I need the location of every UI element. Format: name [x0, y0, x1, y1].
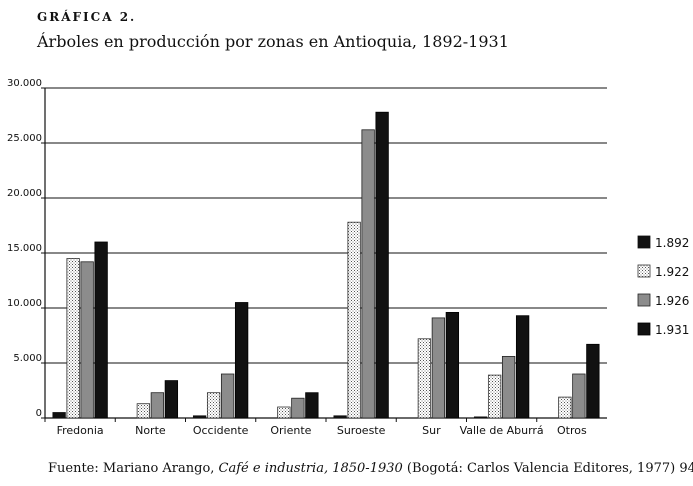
bar-1926-norte — [150, 392, 165, 419]
y-tick-label: 30.000 — [7, 78, 42, 89]
bar-1931-otros — [586, 343, 600, 419]
bar-1931-fredonia — [94, 241, 108, 419]
bar-1922-sur — [417, 338, 432, 419]
legend-swatch — [637, 264, 651, 278]
bar-1931-sur — [445, 311, 460, 419]
bar-1922-otros — [558, 396, 572, 419]
legend-label: 1.931 — [655, 323, 689, 337]
source-rest: (Bogotá: Carlos Valencia Editores, 1977)… — [402, 461, 693, 476]
bar-1892-occidente — [192, 415, 207, 419]
category-label: Valle de Aburrá — [460, 424, 544, 437]
legend-label: 1.922 — [655, 265, 689, 279]
category-labels: Fredonia Norte Occidente Oriente Suroeste Sur… — [57, 424, 587, 437]
bar-1922-norte — [136, 403, 151, 419]
y-tick-label: 5.000 — [13, 353, 42, 364]
bars — [52, 111, 600, 419]
legend-swatch — [637, 293, 651, 307]
legend: 1.892 1.922 1.926 1.931 — [637, 235, 689, 337]
y-tick-label: 25.000 — [7, 133, 42, 144]
bar-1922-fredonia — [66, 258, 80, 419]
category-label: Norte — [135, 424, 166, 437]
bar-1922-suroeste — [347, 221, 361, 419]
y-tick-label: 20.000 — [7, 188, 42, 199]
y-tick-label: 10.000 — [7, 298, 42, 309]
y-tick-label: 15.000 — [7, 243, 42, 254]
category-label: Sur — [422, 424, 441, 437]
legend-swatch — [637, 235, 651, 249]
chart-title: Árboles en producción por zonas en Antio… — [37, 32, 509, 51]
bar-1931-suroeste — [375, 111, 389, 419]
bar-1922-occidente — [206, 392, 221, 419]
bar-1926-oriente — [291, 397, 305, 419]
bar-1926-valle-de-aburrá — [501, 355, 516, 419]
category-label: Fredonia — [57, 424, 104, 437]
bar-1892-fredonia — [52, 412, 66, 419]
source-prefix: Fuente: Mariano Arango, — [48, 461, 219, 476]
source-note: Fuente: Mariano Arango, Café e industria… — [48, 461, 693, 476]
bar-1926-otros — [572, 373, 586, 419]
bar-1926-suroeste — [361, 129, 375, 419]
legend-label: 1.926 — [655, 294, 689, 308]
category-label: Oriente — [270, 424, 311, 437]
bar-1922-valle-de-aburrá — [487, 374, 502, 419]
legend-swatch — [637, 322, 651, 336]
category-label: Occidente — [193, 424, 249, 437]
bar-1892-valle-de-aburrá — [473, 416, 488, 419]
source-book-title: Café e industria, 1850-1930 — [218, 461, 403, 476]
bar-1931-occidente — [234, 302, 249, 419]
bar-1892-suroeste — [333, 415, 347, 419]
category-label: Suroeste — [337, 424, 386, 437]
y-tick-label: 0 — [36, 408, 42, 419]
bar-1931-norte — [164, 380, 179, 419]
bar-1926-fredonia — [80, 261, 94, 419]
bar-1926-occidente — [220, 373, 235, 419]
bar-1926-sur — [431, 317, 446, 419]
bar-1931-oriente — [305, 392, 319, 419]
bar-1931-valle-de-aburrá — [515, 315, 530, 419]
category-label: Otros — [557, 424, 587, 437]
legend-label: 1.892 — [655, 236, 689, 250]
bar-1922-oriente — [277, 406, 291, 419]
figure-label: GRÁFICA 2. — [37, 10, 137, 24]
